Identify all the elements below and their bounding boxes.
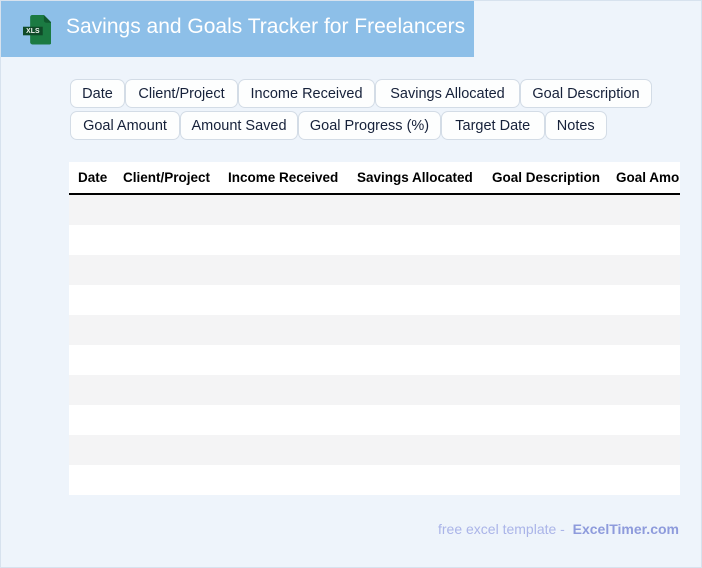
svg-text:XLS: XLS <box>26 28 40 35</box>
